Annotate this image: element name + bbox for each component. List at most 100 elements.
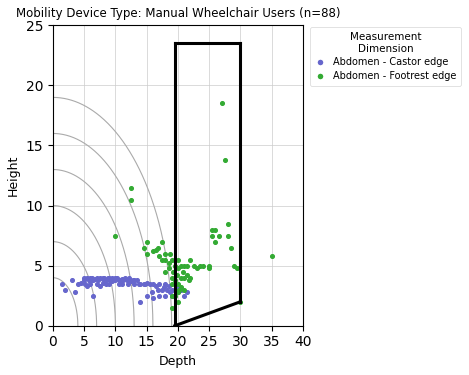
Abdomen - Castor edge (113, 275, 121, 281)
Abdomen - Castor edge (108, 275, 116, 281)
Title: Mobility Device Type: Manual Wheelchair Users (n=88): Mobility Device Type: Manual Wheelchair … (15, 7, 340, 20)
Abdomen - Castor edge (142, 281, 149, 287)
Abdomen - Castor edge (83, 283, 91, 289)
Abdomen - Castor edge (168, 293, 175, 299)
Abdomen - Castor edge (115, 277, 122, 283)
Abdomen - Footrest edge (183, 272, 191, 278)
Abdomen - Castor edge (112, 275, 119, 281)
Abdomen - Footrest edge (215, 232, 222, 238)
Abdomen - Castor edge (152, 283, 160, 289)
Abdomen - Castor edge (77, 279, 85, 285)
Abdomen - Footrest edge (173, 272, 181, 278)
Abdomen - Castor edge (80, 275, 88, 281)
Abdomen - Footrest edge (174, 265, 182, 271)
Abdomen - Castor edge (106, 281, 113, 287)
Abdomen - Castor edge (59, 281, 66, 287)
Abdomen - Footrest edge (166, 251, 174, 257)
Abdomen - Castor edge (163, 287, 170, 293)
Abdomen - Footrest edge (171, 293, 179, 299)
Abdomen - Footrest edge (230, 262, 238, 268)
Abdomen - Footrest edge (143, 238, 151, 244)
Abdomen - Castor edge (104, 275, 112, 281)
Abdomen - Castor edge (171, 287, 179, 293)
Abdomen - Footrest edge (159, 256, 166, 262)
Abdomen - Footrest edge (169, 269, 177, 275)
Abdomen - Castor edge (119, 277, 127, 283)
Abdomen - Footrest edge (162, 251, 169, 257)
Abdomen - Castor edge (96, 275, 104, 281)
Abdomen - Castor edge (162, 293, 169, 299)
Abdomen - Castor edge (99, 275, 106, 281)
Abdomen - Footrest edge (177, 262, 185, 268)
Abdomen - Castor edge (106, 276, 113, 282)
Abdomen - Footrest edge (212, 238, 219, 244)
Abdomen - Footrest edge (112, 232, 119, 238)
X-axis label: Depth: Depth (159, 355, 197, 368)
Abdomen - Castor edge (136, 299, 144, 305)
Abdomen - Footrest edge (193, 265, 200, 271)
Abdomen - Castor edge (118, 281, 125, 287)
Abdomen - Castor edge (127, 278, 135, 284)
Abdomen - Castor edge (183, 289, 191, 295)
Abdomen - Footrest edge (127, 184, 135, 190)
Abdomen - Castor edge (91, 276, 99, 282)
Abdomen - Castor edge (80, 277, 88, 283)
Abdomen - Footrest edge (127, 196, 135, 202)
Abdomen - Castor edge (87, 275, 94, 281)
Abdomen - Footrest edge (205, 262, 213, 268)
Abdomen - Footrest edge (143, 251, 151, 257)
Abdomen - Castor edge (143, 279, 151, 285)
Legend: Abdomen - Castor edge, Abdomen - Footrest edge: Abdomen - Castor edge, Abdomen - Footres… (310, 27, 461, 86)
Abdomen - Castor edge (130, 277, 138, 283)
Abdomen - Footrest edge (181, 275, 188, 281)
Abdomen - Castor edge (160, 284, 168, 290)
Abdomen - Footrest edge (224, 220, 232, 226)
Abdomen - Castor edge (125, 275, 133, 281)
Abdomen - Castor edge (83, 275, 91, 281)
Abdomen - Castor edge (93, 281, 100, 287)
Abdomen - Castor edge (154, 287, 162, 293)
Abdomen - Castor edge (106, 275, 113, 281)
Abdomen - Footrest edge (179, 269, 187, 275)
Abdomen - Footrest edge (227, 244, 235, 250)
Abdomen - Castor edge (94, 277, 102, 283)
Abdomen - Footrest edge (175, 287, 183, 293)
Abdomen - Castor edge (177, 287, 185, 293)
Abdomen - Footrest edge (209, 226, 216, 232)
Abdomen - Castor edge (85, 277, 93, 283)
Abdomen - Footrest edge (183, 262, 191, 268)
Abdomen - Castor edge (61, 287, 69, 293)
Abdomen - Castor edge (174, 287, 182, 293)
Abdomen - Castor edge (96, 283, 104, 289)
Abdomen - Castor edge (124, 277, 132, 283)
Abdomen - Footrest edge (177, 284, 185, 290)
Abdomen - Footrest edge (174, 289, 182, 295)
Abdomen - Castor edge (168, 287, 175, 293)
Abdomen - Footrest edge (218, 100, 226, 106)
Abdomen - Castor edge (74, 281, 82, 287)
Abdomen - Castor edge (162, 281, 169, 287)
Abdomen - Footrest edge (224, 232, 232, 238)
Abdomen - Castor edge (110, 276, 118, 282)
Abdomen - Castor edge (82, 281, 89, 287)
Abdomen - Castor edge (121, 275, 129, 281)
Abdomen - Footrest edge (152, 247, 160, 253)
Abdomen - Footrest edge (187, 256, 194, 262)
Abdomen - Footrest edge (159, 238, 166, 244)
Abdomen - Footrest edge (177, 275, 185, 281)
Abdomen - Castor edge (134, 277, 141, 283)
Abdomen - Castor edge (106, 277, 114, 283)
Abdomen - Footrest edge (165, 265, 172, 271)
Abdomen - Castor edge (90, 293, 97, 299)
Y-axis label: Height: Height (7, 155, 20, 196)
Abdomen - Footrest edge (185, 277, 193, 283)
Abdomen - Castor edge (136, 281, 144, 287)
Abdomen - Castor edge (102, 277, 110, 283)
Abdomen - Footrest edge (190, 262, 197, 268)
Abdomen - Castor edge (146, 281, 153, 287)
Abdomen - Footrest edge (174, 281, 182, 287)
Abdomen - Castor edge (174, 289, 182, 295)
Abdomen - Castor edge (148, 289, 155, 295)
Abdomen - Footrest edge (181, 287, 188, 293)
Abdomen - Footrest edge (268, 253, 275, 259)
